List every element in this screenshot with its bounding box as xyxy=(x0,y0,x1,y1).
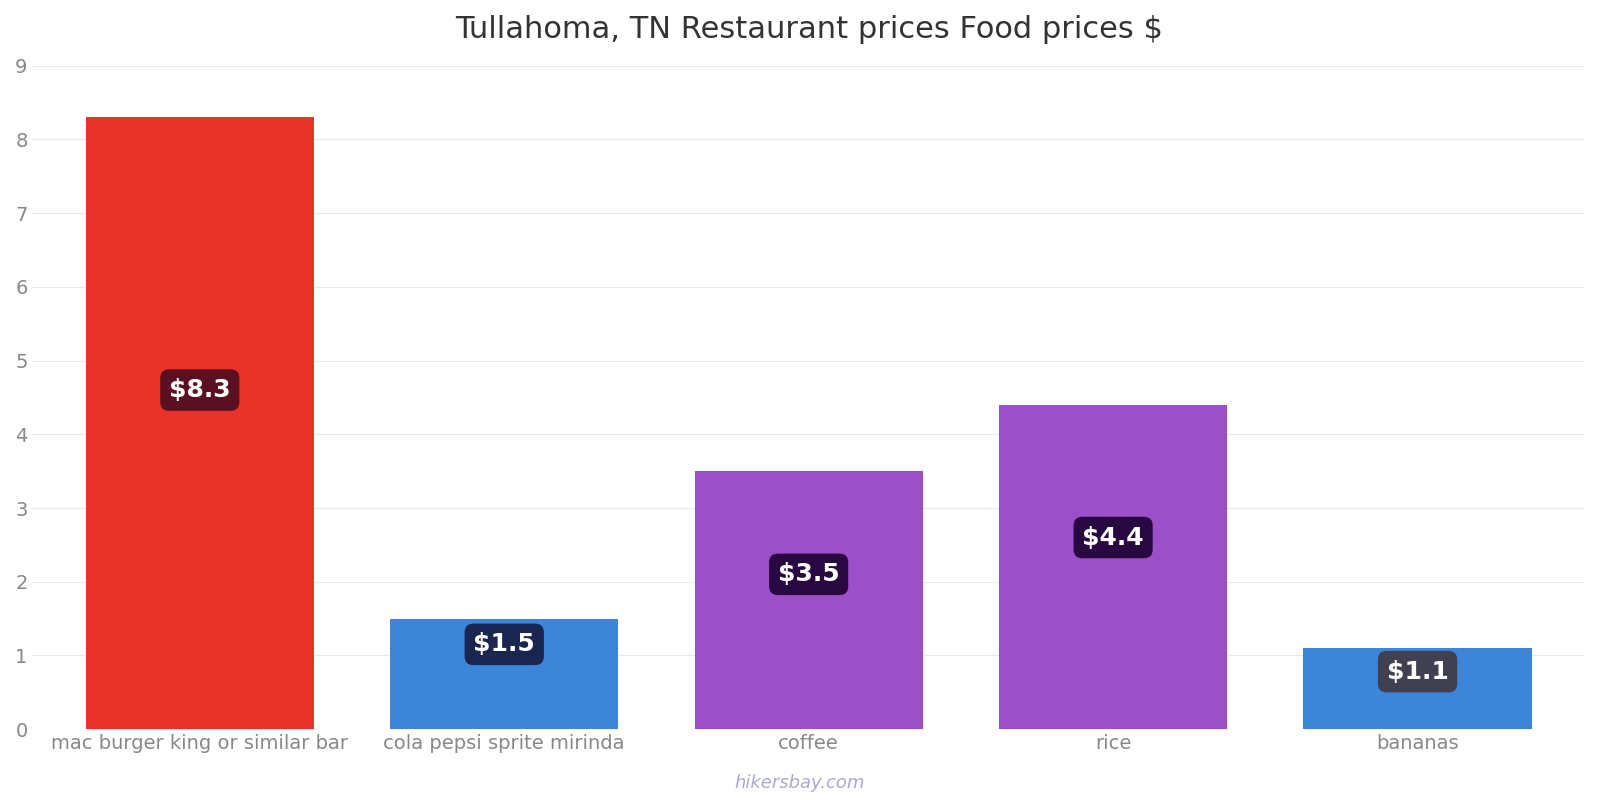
Bar xyxy=(694,471,923,729)
Bar xyxy=(1304,648,1531,729)
Text: $1.1: $1.1 xyxy=(1387,660,1448,684)
Text: $1.5: $1.5 xyxy=(474,632,534,656)
Text: $3.5: $3.5 xyxy=(778,562,840,586)
Bar xyxy=(390,618,619,729)
Text: hikersbay.com: hikersbay.com xyxy=(734,774,866,792)
Bar xyxy=(86,118,314,729)
Text: $8.3: $8.3 xyxy=(170,378,230,402)
Title: Tullahoma, TN Restaurant prices Food prices $: Tullahoma, TN Restaurant prices Food pri… xyxy=(454,15,1163,44)
Bar xyxy=(998,405,1227,729)
Text: $4.4: $4.4 xyxy=(1082,526,1144,550)
